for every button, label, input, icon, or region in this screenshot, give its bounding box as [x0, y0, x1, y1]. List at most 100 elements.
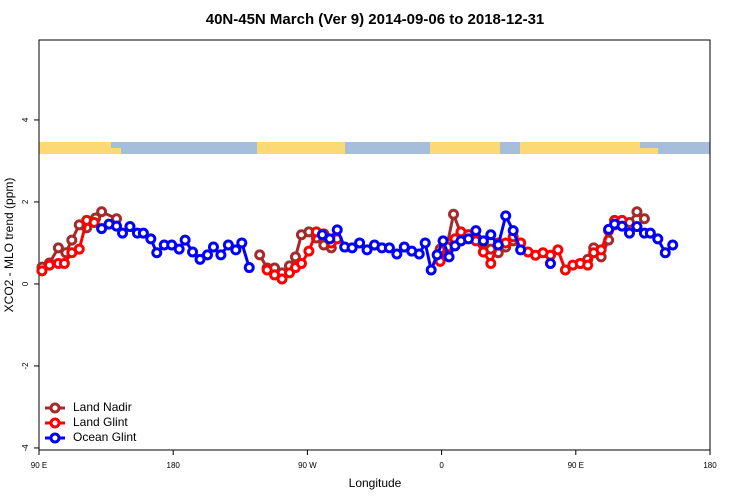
data-point [236, 237, 248, 249]
land-band [39, 142, 111, 154]
data-point [462, 233, 474, 245]
data-point [303, 245, 315, 257]
data-point [43, 259, 55, 271]
legend-marker [49, 417, 61, 429]
data-point [507, 225, 519, 237]
legend-label: Ocean Glint [73, 430, 137, 444]
data-point [383, 242, 395, 254]
data-point [354, 237, 366, 249]
data-point [276, 273, 288, 285]
y-tick-label: 4 [21, 117, 30, 122]
data-point [391, 248, 403, 260]
data-point [361, 244, 373, 256]
land-ocean-strip [39, 142, 710, 154]
data-point [470, 225, 482, 237]
data-point [173, 243, 185, 255]
data-point [243, 262, 255, 274]
data-point [515, 244, 527, 256]
data-point [485, 229, 497, 241]
data-point [552, 244, 564, 256]
x-axis-label: Longitude [349, 476, 402, 490]
data-point [559, 264, 571, 276]
legend-label: Land Glint [73, 415, 128, 429]
chart-title: 40N-45N March (Ver 9) 2014-09-06 to 2018… [206, 11, 545, 28]
data-point [616, 220, 628, 232]
data-point [36, 265, 48, 277]
x-tick-label: 0 [439, 461, 444, 470]
data-point [88, 216, 100, 228]
data-point [179, 234, 191, 246]
x-tick-label: 90 W [298, 461, 317, 470]
data-point [96, 223, 108, 235]
data-point [631, 206, 643, 218]
data-point [215, 249, 227, 261]
data-point [289, 251, 301, 263]
data-point [96, 206, 108, 218]
data-point [644, 227, 656, 239]
data-point [485, 257, 497, 269]
data-point [187, 246, 199, 258]
x-tick-label: 180 [703, 461, 717, 470]
land-band [257, 142, 345, 154]
data-point [58, 257, 70, 269]
y-axis-label: XCO2 - MLO trend (ppm) [2, 178, 16, 313]
data-point [151, 247, 163, 259]
data-point [117, 227, 129, 239]
land-band [430, 142, 500, 154]
data-point [261, 264, 273, 276]
data-point [623, 227, 635, 239]
data-point [431, 249, 443, 261]
data-point [137, 227, 149, 239]
data-point [295, 257, 307, 269]
data-point [477, 246, 489, 258]
data-point [201, 249, 213, 261]
data-point [667, 239, 679, 251]
data-point [419, 237, 431, 249]
data-point [52, 242, 64, 254]
data-point [254, 249, 266, 261]
data-point [66, 234, 78, 246]
data-point [437, 235, 449, 247]
y-tick-label: -2 [21, 362, 30, 370]
y-tick-label: -4 [21, 444, 30, 452]
land-band [520, 142, 640, 154]
y-tick-label: 0 [21, 281, 30, 286]
data-point [331, 224, 343, 236]
data-point [500, 210, 512, 222]
data-point [324, 233, 336, 245]
data-point [595, 244, 607, 256]
data-point [124, 221, 136, 233]
data-point [230, 244, 242, 256]
y-tick-label: 2 [21, 199, 30, 204]
data-point [477, 235, 489, 247]
data-point [207, 241, 219, 253]
data-point [582, 259, 594, 271]
data-point [448, 208, 460, 220]
legend-label: Land Nadir [73, 400, 132, 414]
data-point [492, 239, 504, 251]
data-point [659, 247, 671, 259]
data-point [346, 242, 358, 254]
land-band [640, 148, 658, 154]
legend-marker [49, 432, 61, 444]
x-tick-label: 90 E [31, 461, 47, 470]
legend-marker [49, 402, 61, 414]
land-band [111, 148, 121, 154]
data-point [413, 248, 425, 260]
data-point [194, 253, 206, 265]
x-tick-label: 180 [167, 461, 181, 470]
data-point [652, 233, 664, 245]
data-point [73, 243, 85, 255]
plot-frame [38, 39, 711, 451]
data-point [638, 213, 650, 225]
data-point [443, 251, 455, 263]
x-tick-label: 90 E [568, 461, 584, 470]
data-point [631, 221, 643, 233]
data-point [145, 233, 157, 245]
data-point [111, 220, 123, 232]
data-point [544, 257, 556, 269]
data-point [222, 239, 234, 251]
data-point [425, 264, 437, 276]
